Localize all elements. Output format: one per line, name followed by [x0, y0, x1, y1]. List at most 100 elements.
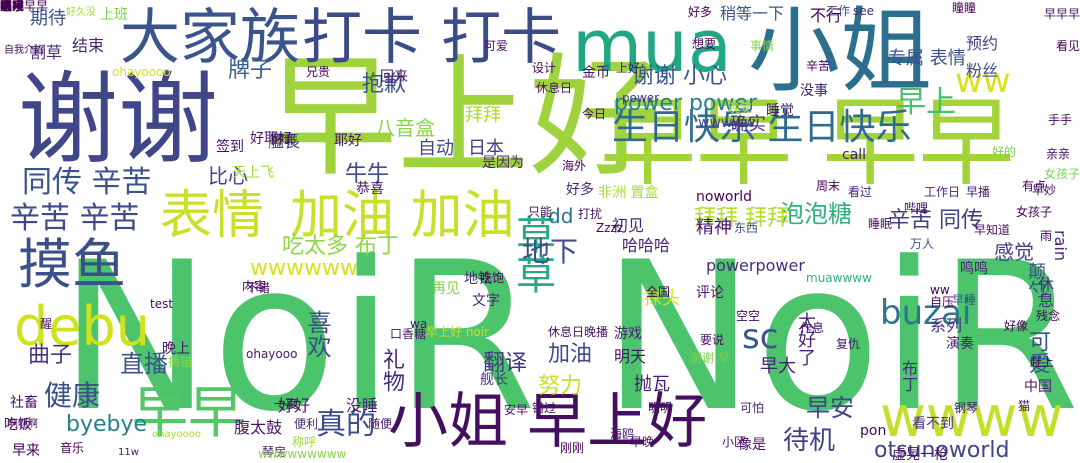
word-cloud-word: 地下 [522, 235, 579, 268]
word-cloud-word: 哔哩 [904, 201, 929, 215]
word-cloud-word: muawwww [806, 271, 872, 285]
word-cloud-word: 谢谢 早 [690, 351, 730, 365]
word-cloud-word: 曲子 [28, 343, 73, 368]
word-cloud-word: 游戏 [614, 326, 642, 342]
word-cloud-word: 早早早 [1043, 7, 1080, 21]
word-cloud-word: 不行 [810, 6, 843, 25]
word-cloud-word: 辛苦 同传 [888, 208, 983, 233]
word-cloud-word: NoiR NoiR [58, 219, 1080, 457]
word-cloud-word: 安早 [504, 403, 529, 417]
word-cloud-word: 虚晃一枪 [892, 447, 948, 463]
word-cloud-word: 草草 [509, 214, 555, 294]
word-cloud-word: dd [548, 204, 574, 228]
word-cloud-word: 上班 [100, 7, 128, 23]
word-cloud-word: 早播 [966, 185, 991, 199]
word-cloud-word: 割草 [30, 43, 63, 62]
word-cloud-word: 小姐 [748, 0, 933, 105]
word-cloud-word: 生日快乐 生日快乐 [612, 107, 912, 148]
word-cloud-word: wwww [880, 385, 1064, 450]
word-cloud-word: 看过 [848, 185, 873, 199]
word-cloud-word: 太好了 [795, 312, 816, 366]
word-cloud-word: rain [1051, 230, 1070, 261]
word-cloud-word: 像是 [738, 437, 766, 453]
word-cloud-word: 签到 [216, 139, 244, 155]
word-cloud-word: 早妙 [1032, 183, 1057, 197]
word-cloud-word: 摸鱼 [18, 233, 126, 296]
word-cloud-word: 要说 [700, 333, 725, 347]
word-cloud-word: 早晚 [630, 435, 655, 449]
word-cloud-word: 啊 [0, 0, 13, 13]
word-cloud-word: 文字 [472, 293, 500, 309]
word-cloud-word: wa [410, 317, 428, 331]
word-cloud-word: 吃太多 布丁 [282, 234, 399, 259]
word-cloud-word: 表情 [160, 186, 265, 246]
word-cloud-word: otsunoworld [874, 438, 1010, 463]
word-cloud-word: 哈哈哈 [622, 236, 671, 255]
word-cloud-word: 初见 [612, 216, 645, 235]
word-cloud-word: 演奏 [946, 336, 974, 352]
word-cloud-word: 没事 [800, 83, 828, 99]
word-cloud-word: 天上飞 [232, 165, 274, 181]
word-cloud-word: 中国 [1024, 379, 1052, 395]
word-cloud-word: 事情 [750, 39, 775, 53]
word-cloud-word: 可爱 [1025, 330, 1050, 374]
word-cloud-word: 上好 [616, 61, 641, 75]
word-cloud-word: 比心 [208, 164, 248, 188]
word-cloud-word: 早上好 [265, 41, 661, 195]
word-cloud-word: 地铁 [464, 271, 492, 287]
word-cloud-word: test [150, 297, 174, 311]
word-cloud-word: 加油 加油 [290, 186, 515, 246]
word-cloud-word: 艦長 [268, 132, 301, 151]
word-cloud-word: 小姐 早上好 [388, 387, 708, 457]
word-cloud-word: 休息日晚播 [548, 325, 609, 339]
word-cloud-word: 探头 [644, 288, 680, 309]
word-cloud-word: 期待 [30, 8, 66, 29]
word-cloud-word: 恭喜 [356, 181, 384, 197]
word-cloud-word: 空空 [736, 309, 761, 323]
word-cloud-word: wwwwww [250, 256, 358, 281]
word-cloud-word: 明天 [614, 347, 647, 366]
word-cloud-word: 11w [118, 447, 139, 458]
word-cloud-word: powerpower [706, 256, 805, 275]
word-cloud-word: 吃饭 [4, 417, 32, 433]
word-cloud-word: 早大 [760, 356, 796, 377]
word-cloud-word: 休息日 [536, 81, 573, 95]
word-cloud-word: 睡眠 [868, 217, 893, 231]
word-cloud-word: 啊啊啊 [8, 419, 38, 430]
word-cloud-word: 看不到 [912, 416, 954, 432]
word-cloud-word: 辛苦 [806, 59, 831, 73]
word-cloud-word: 雨 [1040, 229, 1053, 243]
word-cloud-word: 非洲 置盒 [598, 185, 659, 201]
word-cloud-word: 辛苦 辛苦 [10, 201, 140, 236]
word-cloud-word: 早安 [806, 394, 854, 422]
word-cloud-word: 晚上 [162, 341, 190, 357]
word-cloud-word: 随便 [368, 417, 393, 431]
word-cloud-word: 晚安 [728, 101, 753, 115]
word-cloud-word: 耶好 [334, 133, 362, 149]
word-cloud-word: 猫 [1018, 399, 1031, 413]
word-cloud-word: noworld [696, 189, 752, 205]
word-cloud-word: 音乐 [60, 441, 85, 455]
word-cloud-word: 精神 [696, 217, 732, 238]
word-cloud-word: 牌子 [228, 58, 273, 83]
word-cloud-word: 复仇 [836, 337, 861, 351]
word-cloud-word: 摘错 [168, 355, 193, 369]
word-cloud-word: 好好 [278, 396, 311, 415]
word-cloud-word: 日本 [468, 138, 504, 159]
word-cloud-word: 努力 [538, 374, 583, 399]
word-cloud-word: 结束 [72, 36, 105, 55]
word-cloud-word: 专属 表情 [888, 48, 966, 69]
word-cloud-word: mua [572, 4, 732, 88]
word-cloud-word: 小区 [722, 435, 747, 449]
word-cloud-word: 鸣鸣 [960, 261, 988, 277]
word-cloud-word: ohayooo [246, 347, 298, 361]
word-cloud-word: 同传 辛苦 [22, 165, 152, 200]
word-cloud-word: 早来 [12, 443, 40, 459]
word-cloud-word: 是因为 [482, 155, 524, 171]
word-cloud-word: 琴房 [262, 445, 287, 459]
word-cloud-word: 瞳瞳 [952, 1, 977, 15]
word-cloud-word: 腹太鼓 [234, 418, 283, 437]
word-cloud-word: 拜拜 拜拜 [694, 206, 789, 231]
word-cloud-word: 休息 [1035, 276, 1054, 308]
